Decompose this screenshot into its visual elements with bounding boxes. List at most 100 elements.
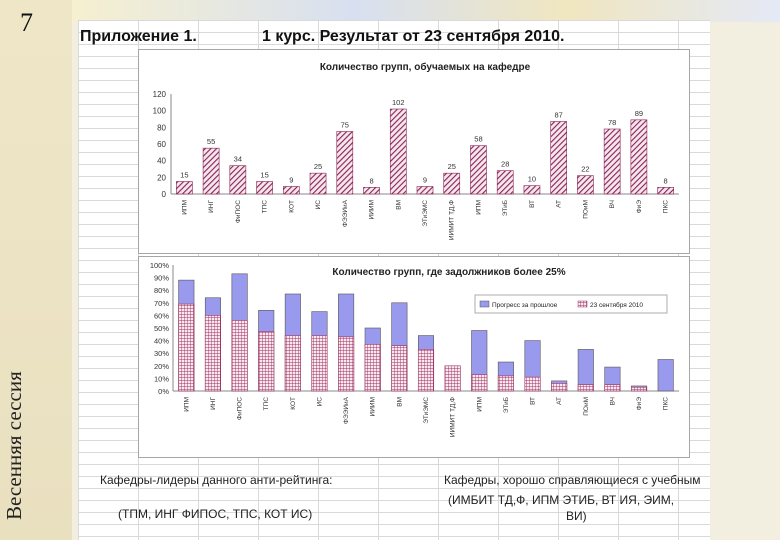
bar-current (178, 303, 195, 392)
bar-value-label: 10 (528, 175, 536, 184)
x-tick-label: ИИМИТ ТД,Ф (449, 200, 456, 240)
chart-debtors-share: Количество групп, где задолжников более … (138, 256, 690, 458)
bar (363, 187, 380, 195)
legend-label-previous: Прогресс за прошлое (492, 302, 558, 309)
y-tick-label: 10% (154, 374, 169, 383)
x-tick-label: ИИИМ (369, 200, 376, 219)
bar-current (551, 383, 568, 392)
bar-current (284, 335, 301, 392)
bar (496, 170, 514, 195)
x-tick-label: ИПМ (476, 397, 483, 412)
chart-2-svg: Количество групп, где задолжников более … (150, 261, 679, 437)
bar (309, 172, 327, 195)
y-tick-label: 20% (154, 362, 169, 371)
x-tick-label: ИС (315, 200, 322, 210)
y-tick-label: 80% (154, 286, 169, 295)
x-tick-label: ФиЭ (636, 397, 643, 411)
bar (577, 175, 594, 195)
bar-current (338, 336, 355, 392)
good-departments-list-1: (ИМБИТ ТД,Ф, ИПМ ЭТИБ, ВТ ИЯ, ЭИМ, (448, 493, 675, 507)
y-tick-label: 100 (153, 107, 167, 116)
x-tick-label: АТ (556, 200, 563, 208)
bar-current (364, 344, 381, 392)
bar (657, 187, 674, 195)
x-tick-label: ИПМ (183, 397, 190, 412)
legend-label-current: 23 сентября 2010 (590, 301, 643, 309)
side-title: Весенняя сессия (2, 371, 26, 520)
chart-2-title: Количество групп, где задолжников более … (332, 266, 565, 278)
slide-number: 7 (20, 8, 33, 37)
bar (443, 172, 461, 195)
bar (470, 145, 487, 195)
x-tick-label: АТ (556, 397, 563, 405)
good-departments-list-2: ВИ) (566, 509, 587, 523)
x-tick-label: ФЭЭИиА (343, 396, 350, 424)
bar-current (471, 374, 488, 392)
x-tick-label: ФиПОС (237, 397, 244, 420)
x-tick-label: ИПМ (475, 200, 482, 215)
bar-value-label: 34 (234, 155, 242, 164)
bar-value-label: 87 (555, 111, 563, 120)
bar-value-label: 9 (423, 176, 427, 185)
x-tick-label: КОТ (290, 397, 297, 410)
bar-value-label: 8 (369, 176, 373, 185)
legend-swatch-current (577, 300, 588, 308)
bar-current (577, 384, 594, 392)
x-tick-label: ЭТиЭМС (423, 397, 430, 424)
bar (523, 185, 541, 195)
bar-current (417, 349, 435, 392)
y-tick-label: 90% (154, 274, 169, 283)
leaders-list: (ТПМ, ИНГ ФИПОС, ТПС, КОТ ИС) (118, 507, 313, 521)
bar-current (231, 320, 248, 392)
bar (550, 121, 568, 195)
x-tick-label: ИНГ (210, 397, 217, 410)
bar (603, 128, 621, 195)
x-tick-label: КОТ (288, 200, 295, 213)
x-tick-label: ИИИМ (370, 397, 377, 416)
bar (282, 186, 300, 195)
bar (630, 119, 648, 195)
leaders-label: Кафедры-лидеры данного анти-рейтинга: (100, 473, 333, 487)
bar-current (204, 315, 221, 392)
y-tick-label: 120 (153, 90, 167, 99)
y-tick-label: 70% (154, 299, 169, 308)
y-tick-label: 80 (157, 123, 166, 132)
x-tick-label: ПОиМ (582, 200, 589, 219)
bar (202, 147, 220, 195)
y-tick-label: 30% (154, 349, 169, 358)
y-tick-label: 20 (157, 173, 166, 182)
y-tick-label: 60 (157, 140, 166, 149)
bar-current (258, 331, 275, 392)
x-tick-label: ИС (316, 397, 323, 407)
bar-value-label: 28 (501, 160, 509, 169)
x-tick-label: ВМ (395, 200, 402, 210)
bar-value-label: 8 (664, 176, 668, 185)
appendix-title: Приложение 1. (80, 28, 197, 45)
bar-value-label: 89 (635, 109, 643, 118)
x-tick-label: ФЭЭИиА (342, 199, 349, 227)
chart-1-title: Количество групп, обучаемых на кафедре (320, 61, 531, 73)
x-tick-label: ПКС (663, 200, 670, 213)
bar (416, 186, 434, 195)
bar-value-label: 25 (314, 162, 322, 171)
bar (389, 108, 407, 195)
result-title: 1 курс. Результат от 23 сентября 2010. (262, 28, 565, 45)
bar (229, 165, 247, 195)
bar-value-label: 55 (207, 137, 215, 146)
bar-current (497, 375, 514, 392)
chart-1-svg: Количество групп, обучаемых на кафедре 0 2… (153, 61, 679, 240)
y-tick-label: 0 (162, 190, 167, 199)
x-tick-label: ИНГ (208, 200, 215, 213)
y-tick-label: 60% (154, 311, 169, 320)
x-tick-label: ИПМ (181, 200, 188, 215)
bar-previous (657, 359, 674, 392)
bar-current (444, 365, 461, 392)
bar-value-label: 102 (392, 98, 405, 107)
y-tick-label: 100% (150, 261, 170, 270)
bar-current (604, 384, 621, 392)
x-tick-label: ВЧ (609, 397, 616, 405)
x-tick-label: ВЧ (609, 200, 616, 208)
y-tick-label: 40% (154, 337, 169, 346)
chart-groups-per-department: Количество групп, обучаемых на кафедре 0 2… (138, 49, 690, 254)
bar-value-label: 15 (180, 171, 188, 180)
